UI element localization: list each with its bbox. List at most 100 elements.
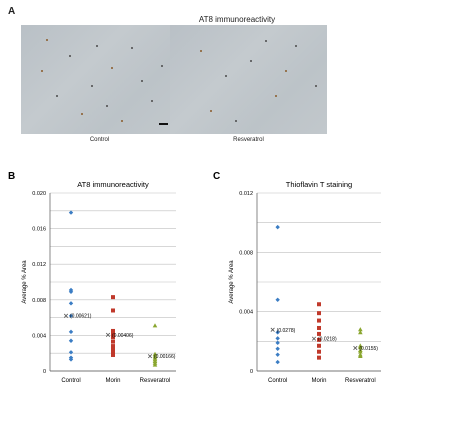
panel-a-letter: A xyxy=(8,6,16,17)
data-point xyxy=(68,313,74,319)
x-category-label: Control xyxy=(61,378,80,384)
stain-speck xyxy=(81,113,83,115)
stain-speck xyxy=(111,67,113,69)
control-micrograph xyxy=(21,25,178,134)
stain-speck xyxy=(69,55,71,57)
stain-speck xyxy=(46,39,48,41)
data-point xyxy=(317,325,321,330)
data-point xyxy=(111,335,115,340)
data-point xyxy=(152,323,158,328)
at8-scatter-chart: B AT8 immunoreactivity 0 0.004 0.008 0.012 0.0… xyxy=(8,171,176,384)
micrograph-title: AT8 immunoreactivity xyxy=(198,15,276,24)
y-tick-label: 0.012 xyxy=(32,262,46,268)
mean-marker xyxy=(105,332,111,337)
data-point xyxy=(68,338,74,343)
mean-label: (0.00166) xyxy=(154,354,176,360)
stain-speck xyxy=(41,70,43,72)
data-point xyxy=(275,336,280,341)
data-point xyxy=(358,349,363,354)
scale-bar xyxy=(159,123,168,125)
data-point xyxy=(111,295,115,300)
stain-speck xyxy=(161,65,163,67)
y-tick-label: 0 xyxy=(43,369,46,375)
resveratrol-image-label: Resveratrol xyxy=(233,137,264,143)
data-point xyxy=(275,359,280,365)
data-point xyxy=(317,355,321,360)
y-axis-label: Average % Area xyxy=(22,260,28,304)
data-point xyxy=(111,331,115,336)
data-point xyxy=(275,297,280,302)
stain-speck xyxy=(56,95,58,97)
stain-speck xyxy=(295,45,297,47)
data-point xyxy=(152,362,158,367)
mean-marker xyxy=(63,313,69,318)
data-point xyxy=(275,224,280,230)
stain-speck xyxy=(315,85,317,87)
data-point xyxy=(317,349,321,354)
mean-label: (0.00406) xyxy=(112,333,134,339)
y-tick-label: 0.004 xyxy=(32,333,46,339)
data-point xyxy=(68,210,74,215)
data-point xyxy=(275,340,280,346)
data-point xyxy=(358,353,363,358)
data-point xyxy=(68,329,74,335)
x-category-label: Resveratrol xyxy=(345,378,376,384)
data-point xyxy=(111,328,115,333)
data-point xyxy=(317,331,321,336)
mean-marker xyxy=(353,345,358,351)
stain-speck xyxy=(106,105,108,107)
data-point xyxy=(111,352,115,357)
stain-speck xyxy=(250,60,252,62)
panel-letter: B xyxy=(8,171,15,182)
data-point xyxy=(68,301,74,306)
stain-speck xyxy=(121,120,123,122)
data-point xyxy=(111,350,115,355)
data-point xyxy=(358,327,363,332)
y-tick-label: 0 xyxy=(250,369,253,375)
mean-label: (0.00621) xyxy=(70,314,92,320)
data-point xyxy=(317,311,321,316)
stain-speck xyxy=(96,45,98,47)
stain-speck xyxy=(275,95,277,97)
data-point xyxy=(275,352,280,357)
stain-speck xyxy=(225,75,227,77)
x-category-label: Morin xyxy=(105,378,120,384)
x-category-label: Control xyxy=(268,378,287,384)
data-point xyxy=(111,339,115,344)
mean-label: (0.0155) xyxy=(359,346,378,352)
data-point xyxy=(317,343,321,348)
stain-speck xyxy=(285,70,287,72)
x-category-label: Resveratrol xyxy=(140,378,171,384)
chart-title: AT8 immunoreactivity xyxy=(77,180,149,189)
stain-speck xyxy=(131,47,133,49)
mean-label: (0.0278) xyxy=(277,328,296,334)
stain-speck xyxy=(235,120,237,122)
data-point xyxy=(275,330,280,335)
stain-speck xyxy=(151,100,153,102)
data-point xyxy=(111,308,115,313)
data-point xyxy=(317,302,321,307)
panel-letter: C xyxy=(213,171,220,182)
data-point xyxy=(317,337,321,342)
mean-marker xyxy=(147,354,153,359)
control-image-label: Control xyxy=(89,137,110,143)
data-point xyxy=(111,344,115,349)
data-point xyxy=(358,330,363,335)
data-point xyxy=(317,318,321,323)
data-point xyxy=(68,357,74,362)
chart-title: Thioflavin T staining xyxy=(286,180,352,189)
stain-speck xyxy=(141,80,143,82)
y-tick-label: 0.004 xyxy=(239,310,253,316)
data-point xyxy=(68,289,74,294)
stain-speck xyxy=(200,50,202,52)
y-tick-label: 0.020 xyxy=(32,191,46,197)
stain-speck xyxy=(210,110,212,112)
mean-label: (0.0218) xyxy=(318,337,337,343)
thioflavin-scatter-chart: C Thioflavin T staining 0 0.004 0.008 0.012 Av… xyxy=(213,171,381,384)
y-tick-label: 0.012 xyxy=(239,191,253,197)
y-tick-label: 0.008 xyxy=(32,298,46,304)
data-point xyxy=(68,350,74,355)
mean-marker xyxy=(311,336,317,341)
stain-speck xyxy=(91,85,93,87)
y-axis-label: Average % Area xyxy=(229,260,235,304)
